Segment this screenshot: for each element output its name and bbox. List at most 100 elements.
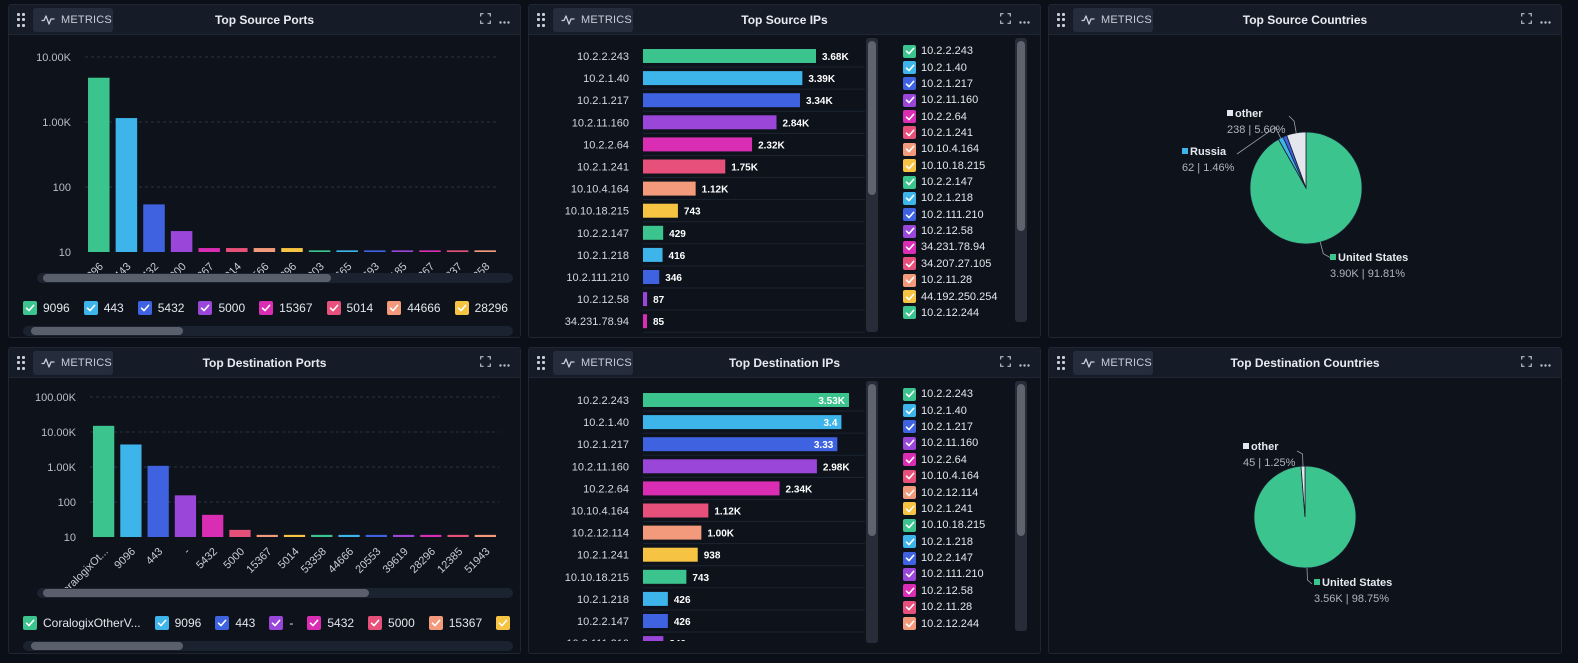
legend-item[interactable]: 5432 — [137, 301, 184, 315]
legend-checkbox[interactable] — [903, 110, 916, 124]
legend-item[interactable]: 10.2.12.58 — [903, 583, 1013, 599]
bar[interactable] — [170, 231, 193, 252]
bar[interactable] — [419, 250, 441, 252]
bar[interactable] — [308, 250, 331, 252]
scrollbar-thumb[interactable] — [1017, 41, 1025, 231]
expand-icon[interactable] — [1521, 356, 1532, 369]
legend-item[interactable]: 10.2.1.40 — [903, 59, 1013, 75]
scrollbar-thumb[interactable] — [1017, 384, 1025, 536]
legend-checkbox[interactable] — [903, 290, 916, 304]
scrollbar-thumb[interactable] — [31, 642, 183, 650]
bar[interactable] — [447, 534, 469, 537]
bar[interactable] — [643, 137, 753, 152]
legend-checkbox[interactable] — [903, 469, 916, 483]
legend-item[interactable]: 10.2.11.160 — [903, 435, 1013, 451]
bar[interactable] — [253, 248, 276, 252]
bar[interactable] — [391, 250, 414, 252]
legend-checkbox[interactable] — [903, 387, 916, 401]
bar[interactable] — [643, 547, 698, 562]
legend-checkbox[interactable] — [903, 208, 916, 222]
legend-item[interactable]: 28296 — [454, 301, 508, 315]
legend-checkbox[interactable] — [23, 301, 37, 315]
horizontal-scrollbar[interactable] — [23, 641, 513, 651]
legend-checkbox[interactable] — [903, 175, 916, 189]
legend-checkbox[interactable] — [903, 159, 916, 173]
legend-item[interactable]: 10.2.2.64 — [903, 108, 1013, 124]
scrollbar-thumb[interactable] — [31, 327, 183, 335]
expand-icon[interactable] — [1000, 356, 1011, 369]
bar[interactable] — [643, 459, 817, 474]
legend-item[interactable]: 10.2.1.241 — [903, 501, 1013, 517]
bar[interactable] — [474, 250, 496, 252]
bar[interactable] — [338, 534, 360, 537]
legend-checkbox[interactable] — [269, 616, 284, 630]
legend-checkbox[interactable] — [903, 617, 916, 631]
expand-icon[interactable] — [1521, 13, 1532, 26]
bar[interactable] — [643, 181, 696, 196]
legend-checkbox[interactable] — [903, 306, 916, 320]
bar[interactable] — [643, 481, 780, 496]
legend-checkbox[interactable] — [903, 600, 916, 614]
bar[interactable] — [643, 159, 726, 174]
drag-handle-icon[interactable] — [537, 356, 545, 370]
legend-item[interactable]: 10.10.4.164 — [903, 141, 1013, 157]
legend-checkbox[interactable] — [903, 420, 916, 434]
legend-item[interactable]: 10.2.2.64 — [903, 452, 1013, 468]
legend-item[interactable]: 34.207.27.105 — [903, 256, 1013, 272]
legend-checkbox[interactable] — [903, 61, 916, 75]
legend-checkbox[interactable] — [259, 301, 274, 315]
legend-item[interactable]: 10.2.11.28 — [903, 599, 1013, 615]
legend-checkbox[interactable] — [23, 616, 37, 630]
legend-item[interactable]: 10.2.1.218 — [903, 190, 1013, 206]
legend-item[interactable]: 10.10.4.164 — [903, 468, 1013, 484]
legend-item[interactable]: 10.2.1.217 — [903, 419, 1013, 435]
more-options-icon[interactable] — [499, 356, 510, 369]
legend-checkbox[interactable] — [903, 257, 916, 271]
bar[interactable] — [281, 248, 303, 252]
bar[interactable] — [120, 444, 142, 537]
legend-checkbox[interactable] — [903, 551, 916, 565]
bar[interactable] — [643, 503, 709, 518]
bar[interactable] — [643, 393, 849, 407]
bar[interactable] — [643, 591, 668, 606]
legend-checkbox[interactable] — [903, 126, 916, 140]
bar[interactable] — [202, 514, 224, 537]
bar[interactable] — [643, 93, 801, 108]
legend-item[interactable]: 10.2.111.210 — [903, 566, 1013, 582]
legend-item[interactable]: 9096 — [154, 616, 201, 630]
bar[interactable] — [143, 204, 165, 252]
legend-item[interactable]: 15367 — [259, 301, 313, 315]
legend-item[interactable]: 10.2.1.40 — [903, 402, 1013, 418]
legend-checkbox[interactable] — [903, 224, 916, 238]
drag-handle-icon[interactable] — [1057, 356, 1065, 370]
bar[interactable] — [643, 614, 668, 628]
legend-item[interactable]: 10.2.12.114 — [903, 484, 1013, 500]
bar[interactable] — [364, 250, 386, 252]
bar[interactable] — [643, 225, 664, 240]
legend-checkbox[interactable] — [903, 44, 916, 58]
legend-item[interactable]: 10.2.2.243 — [903, 386, 1013, 402]
bar[interactable] — [643, 71, 803, 86]
legend-checkbox[interactable] — [903, 77, 916, 91]
pie-slice[interactable] — [1300, 465, 1306, 518]
bar[interactable] — [420, 534, 442, 537]
legend-item[interactable]: 10.2.11.28 — [903, 272, 1013, 288]
legend-checkbox[interactable] — [903, 584, 916, 598]
legend-checkbox[interactable] — [903, 567, 916, 581]
bar[interactable] — [336, 250, 358, 252]
bar[interactable] — [256, 534, 278, 537]
legend-item[interactable]: 10.2.2.147 — [903, 174, 1013, 190]
expand-icon[interactable] — [480, 13, 491, 26]
scrollbar-thumb[interactable] — [43, 274, 331, 282]
legend-item[interactable]: 10.2.2.147 — [903, 550, 1013, 566]
vertical-scrollbar[interactable] — [866, 381, 878, 643]
bar[interactable] — [229, 529, 251, 537]
bar[interactable] — [643, 569, 687, 584]
vertical-scrollbar[interactable] — [1015, 381, 1027, 631]
bar[interactable] — [365, 534, 387, 537]
bar[interactable] — [643, 49, 816, 63]
horizontal-scrollbar[interactable] — [23, 326, 513, 336]
legend-item[interactable]: 501 — [496, 616, 513, 630]
legend-item[interactable]: 5000 — [368, 616, 415, 630]
legend-checkbox[interactable] — [903, 191, 916, 205]
